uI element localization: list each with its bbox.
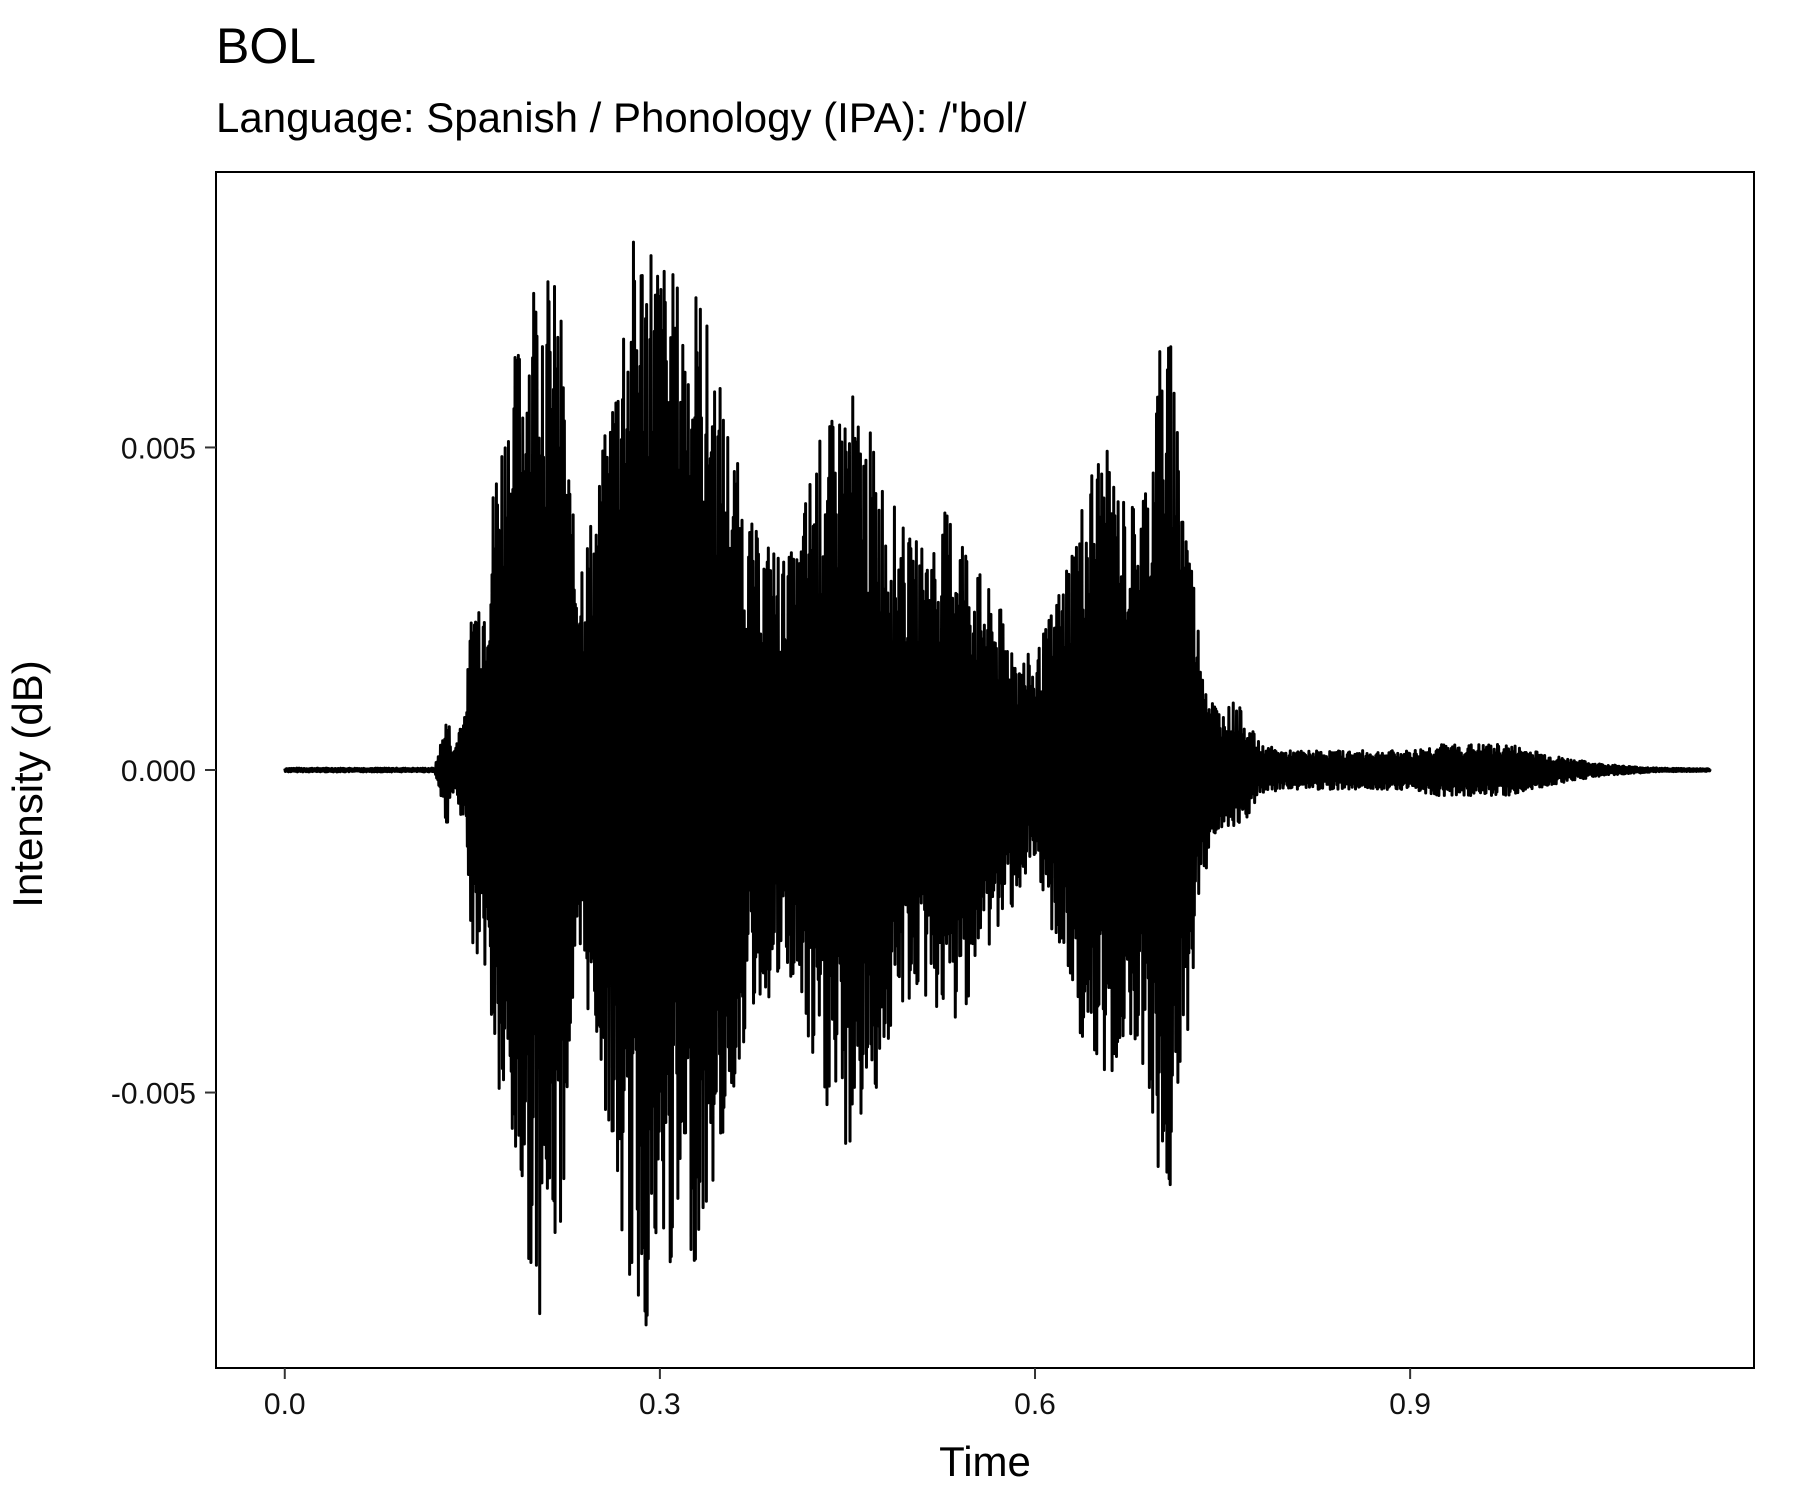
waveform-layer: [283, 240, 1712, 1327]
chart-subtitle: Language: Spanish / Phonology (IPA): /'b…: [216, 94, 1027, 141]
waveform-line: [283, 240, 1712, 1327]
y-axis: 0.005 0.000 -0.005: [111, 432, 216, 1111]
y-tick-label: -0.005: [111, 1078, 196, 1111]
x-tick-label: 0.9: [1389, 1388, 1431, 1421]
y-tick-label: 0.005: [121, 432, 196, 465]
x-tick-label: 0.3: [639, 1388, 681, 1421]
x-tick-label: 0.0: [264, 1388, 306, 1421]
chart-title: BOL: [216, 18, 317, 74]
y-axis-title: Intensity (dB): [4, 660, 51, 907]
x-axis-title: Time: [939, 1438, 1031, 1485]
x-tick-label: 0.6: [1014, 1388, 1056, 1421]
x-axis: 0.0 0.3 0.6 0.9: [264, 1368, 1431, 1421]
y-tick-label: 0.000: [121, 755, 196, 788]
